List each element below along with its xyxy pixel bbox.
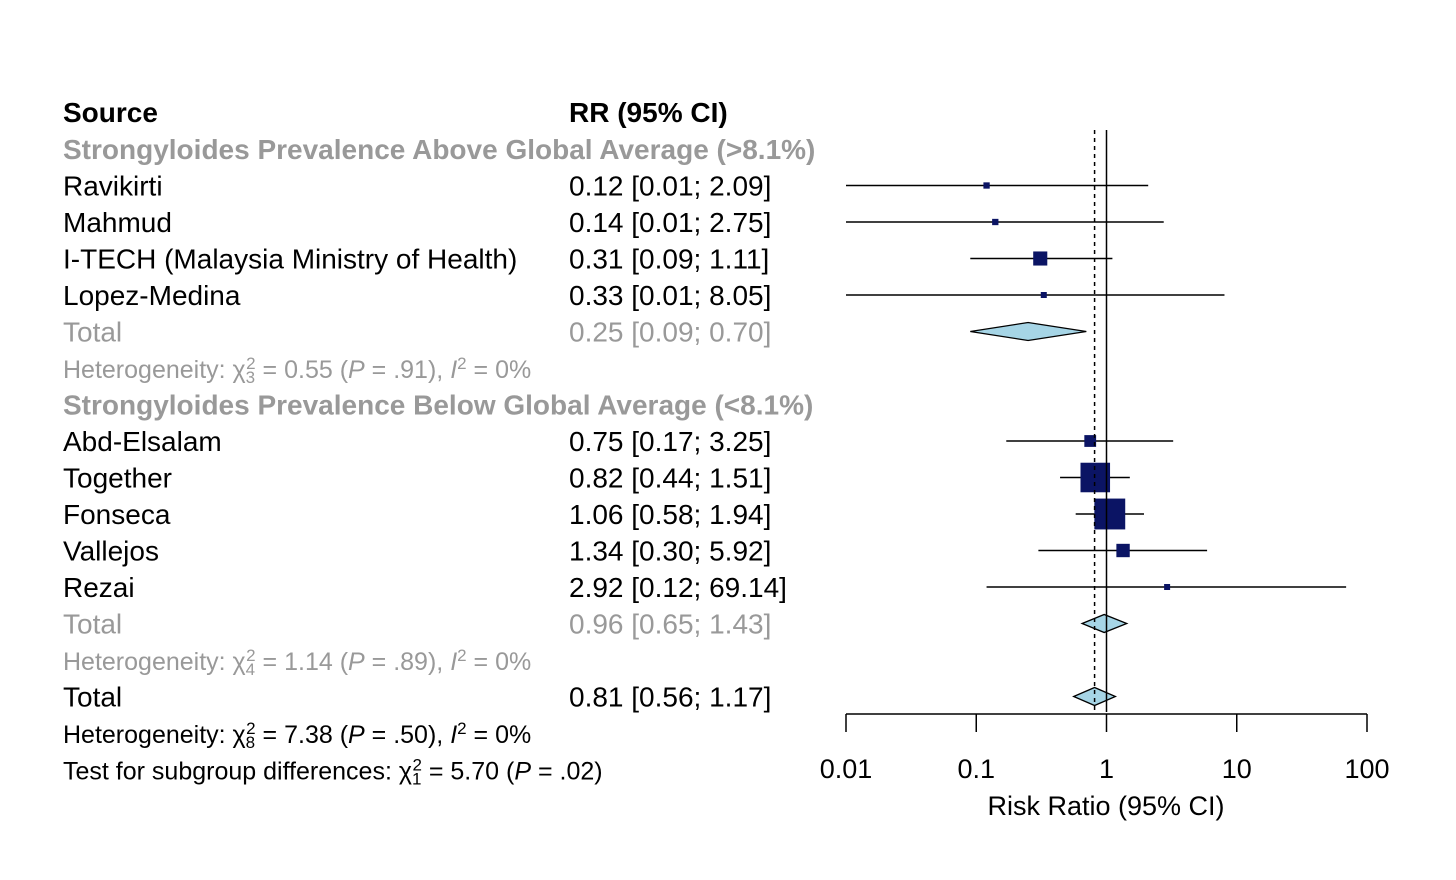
study-point-box <box>1033 251 1048 266</box>
study-rr-ci: 0.31 [0.09; 1.11] <box>569 244 769 275</box>
subgroup-heterogeneity: Heterogeneity: χ32 = 0.55 (P = .91), I2 … <box>63 354 531 387</box>
study-rr-ci: 0.14 [0.01; 2.75] <box>569 207 771 238</box>
study-point-box <box>1164 584 1171 590</box>
x-axis-tick-label: 0.01 <box>820 754 873 784</box>
study-rr-ci: 2.92 [0.12; 69.14] <box>569 572 787 603</box>
forest-rows: Strongyloides Prevalence Above Global Av… <box>63 134 1347 788</box>
x-axis-tick-label: 100 <box>1344 754 1389 784</box>
study-name: Ravikirti <box>63 171 163 202</box>
overall-total-label: Total <box>63 682 122 713</box>
subgroup-total-diamond <box>970 321 1087 342</box>
study-point-box <box>1094 498 1126 530</box>
study-rr-ci: 1.06 [0.58; 1.94] <box>569 499 771 530</box>
subgroup-header: Strongyloides Prevalence Above Global Av… <box>63 134 815 165</box>
rr-column-header: RR (95% CI) <box>569 97 728 128</box>
subgroup-total-label: Total <box>63 317 122 348</box>
study-name: Rezai <box>63 572 135 603</box>
study-point-box <box>1084 435 1097 447</box>
study-name: Abd-Elsalam <box>63 426 222 457</box>
subgroup-header: Strongyloides Prevalence Below Global Av… <box>63 390 813 421</box>
study-name: Lopez-Medina <box>63 280 241 311</box>
x-axis-tick-label: 10 <box>1222 754 1252 784</box>
study-name: Fonseca <box>63 499 171 530</box>
study-name: Mahmud <box>63 207 172 238</box>
study-rr-ci: 0.82 [0.44; 1.51] <box>569 463 771 494</box>
study-name: Together <box>63 463 172 494</box>
study-point-box <box>992 218 999 226</box>
subgroup-total-rr-ci: 0.25 [0.09; 0.70] <box>569 317 771 348</box>
study-name: Vallejos <box>63 536 159 567</box>
subgroup-total-label: Total <box>63 609 122 640</box>
study-point-box <box>983 182 990 189</box>
study-rr-ci: 0.12 [0.01; 2.09] <box>569 171 771 202</box>
x-axis: 0.01 0.1 1 10 100 <box>820 130 1390 784</box>
study-point-box <box>1040 292 1047 298</box>
source-column-header: Source <box>63 97 158 128</box>
overall-total-rr-ci: 0.81 [0.56; 1.17] <box>569 682 771 713</box>
subgroup-total-rr-ci: 0.96 [0.65; 1.43] <box>569 609 771 640</box>
subgroup-total-diamond <box>1080 613 1129 634</box>
x-axis-tick-label: 0.1 <box>957 754 995 784</box>
subgroup-differences-test: Test for subgroup differences: χ12 = 5.7… <box>63 755 603 788</box>
study-point-box <box>1116 543 1130 558</box>
study-rr-ci: 0.33 [0.01; 8.05] <box>569 280 771 311</box>
study-rr-ci: 0.75 [0.17; 3.25] <box>569 426 771 457</box>
subgroup-heterogeneity: Heterogeneity: χ42 = 1.14 (P = .89), I2 … <box>63 646 531 679</box>
x-axis-tick-label: 1 <box>1099 754 1114 784</box>
study-name: I-TECH (Malaysia Ministry of Health) <box>63 244 517 275</box>
x-axis-label: Risk Ratio (95% CI) <box>987 791 1224 821</box>
study-rr-ci: 1.34 [0.30; 5.92] <box>569 536 771 567</box>
overall-heterogeneity: Heterogeneity: χ82 = 7.38 (P = .50), I2 … <box>63 719 531 752</box>
overall-total-diamond <box>1072 686 1118 707</box>
